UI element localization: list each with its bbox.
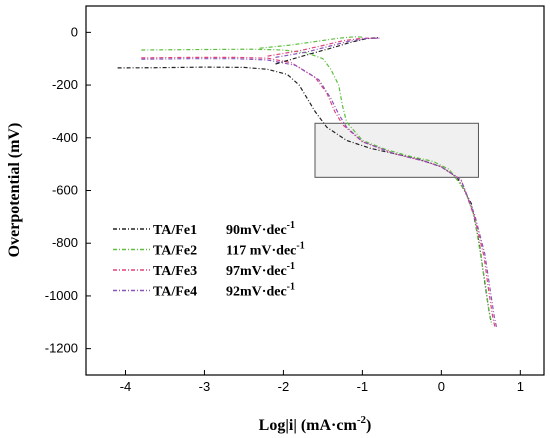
legend-slope-3: 97mV·dec-1 — [226, 261, 295, 279]
y-axis-ticks: 0 -200 -400 -600 -800 -1000 -1200 — [45, 24, 91, 356]
legend-slope-sup: -1 — [296, 241, 304, 252]
legend-slope-value: 117 mV·dec — [226, 244, 296, 259]
legend-label-3: TA/Fe3 — [153, 264, 197, 279]
legend-slope-value: 92mV·dec — [226, 285, 287, 300]
x-tick-label: -4 — [120, 379, 132, 394]
legend-slope-sup: -1 — [287, 261, 295, 272]
y-tick-label: 0 — [71, 24, 78, 39]
legend-slope-2: 117 mV·dec-1 — [226, 241, 305, 259]
x-tick-label: -2 — [278, 379, 290, 394]
y-tick-label: -1200 — [45, 341, 78, 356]
y-axis-title: Overpotential (mV) — [6, 123, 23, 258]
y-tick-label: -600 — [52, 183, 78, 198]
series-layer — [117, 36, 498, 328]
series-line-4 — [141, 58, 498, 328]
series-line-3 — [141, 56, 496, 328]
x-tick-label: -3 — [199, 379, 211, 394]
legend-slope-sup: -1 — [287, 220, 295, 231]
y-tick-label: -800 — [52, 235, 78, 250]
legend-slope-4: 92mV·dec-1 — [226, 282, 295, 300]
y-tick-label: -200 — [52, 77, 78, 92]
x-axis-title: Log|i| (mA·cm-2) — [259, 414, 372, 434]
y-tick-label: -1000 — [45, 288, 78, 303]
legend-slope-sup: -1 — [287, 282, 295, 293]
x-tick-label: -1 — [357, 379, 369, 394]
series-line-2 — [141, 48, 493, 326]
anodic-branch-4 — [275, 37, 380, 58]
legend-label-1: TA/Fe1 — [153, 223, 197, 238]
x-tick-label: 1 — [517, 379, 524, 394]
legend: TA/Fe1 90mV·dec-1TA/Fe2 117 mV·dec-1TA/Fe3… — [113, 220, 305, 300]
x-axis-title-sup: -2 — [357, 414, 367, 426]
x-tick-label: 0 — [438, 379, 445, 394]
x-axis-title-main: Log|i| (mA·cm — [259, 417, 358, 434]
legend-label-4: TA/Fe4 — [153, 285, 197, 300]
legend-slope-value: 90mV·dec — [226, 223, 287, 238]
x-axis-ticks: -4 -3 -2 -1 0 1 — [120, 370, 524, 394]
legend-slope-1: 90mV·dec-1 — [226, 220, 295, 238]
legend-slope-value: 97mV·dec — [226, 264, 287, 279]
x-axis-title-end: ) — [366, 417, 371, 434]
plot-frame — [85, 5, 545, 376]
y-tick-label: -400 — [52, 130, 78, 145]
legend-label-2: TA/Fe2 — [153, 244, 197, 259]
anodic-branch-1 — [275, 37, 379, 65]
annotation-box — [314, 122, 479, 178]
anodic-branch-2 — [259, 36, 363, 49]
